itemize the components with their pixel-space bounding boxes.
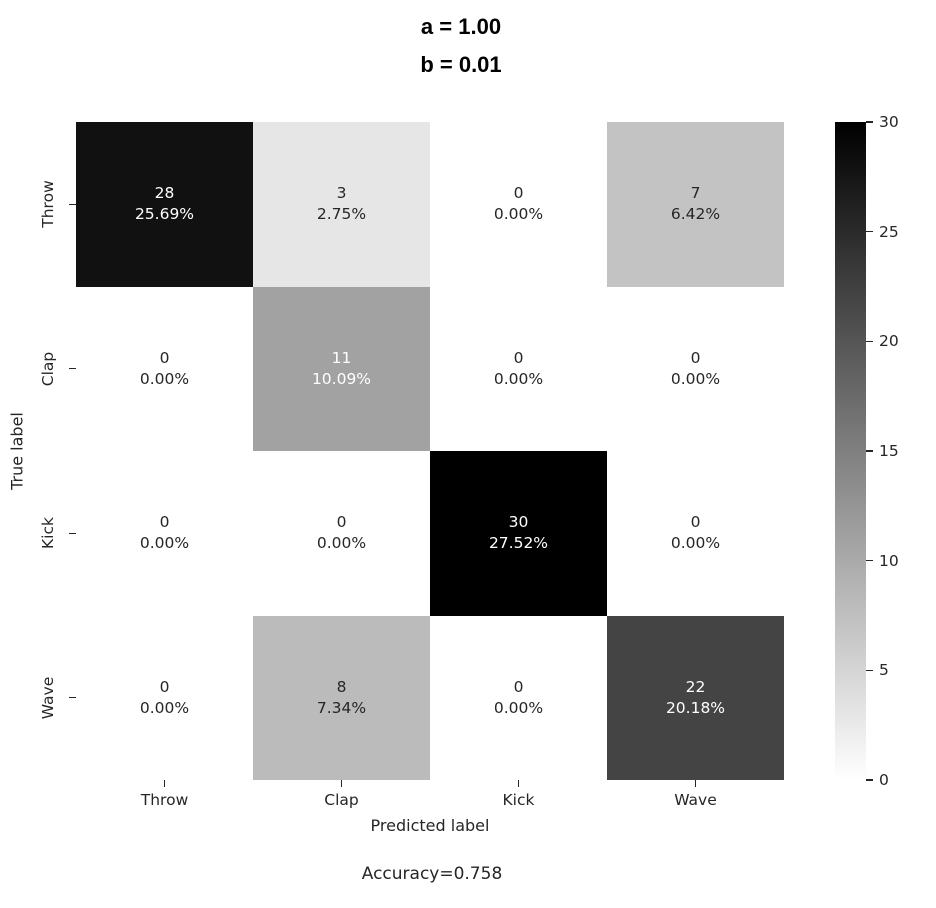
cell-percent: 0.00% xyxy=(139,698,190,717)
cell-count: 30 xyxy=(508,513,529,532)
cell-clap-throw: 0 0.00% xyxy=(76,286,253,451)
y-tick-label-wave: Wave xyxy=(39,676,57,720)
cell-kick-wave: 0 0.00% xyxy=(607,451,784,616)
colorbar-tick-label-30: 30 xyxy=(879,113,899,131)
cell-count: 0 xyxy=(159,348,170,367)
cell-clap-wave: 0 0.00% xyxy=(607,286,784,451)
y-axis-label: True label xyxy=(7,412,27,490)
colorbar xyxy=(835,122,866,780)
cell-percent: 7.34% xyxy=(316,698,367,717)
y-tick-label-clap: Clap xyxy=(39,351,57,386)
colorbar-tick-mark xyxy=(866,230,873,233)
cell-count: 0 xyxy=(513,677,524,696)
x-tick-mark xyxy=(517,780,520,787)
cell-percent: 6.42% xyxy=(670,205,721,224)
cell-percent: 0.00% xyxy=(493,698,544,717)
cell-count: 7 xyxy=(690,184,701,203)
chart-title-line-a: a = 1.00 xyxy=(420,14,502,39)
cell-count: 0 xyxy=(690,513,701,532)
cell-count: 22 xyxy=(685,677,706,696)
x-tick-mark xyxy=(694,780,697,787)
cell-wave-kick: 0 0.00% xyxy=(430,615,607,780)
cell-percent: 0.00% xyxy=(493,205,544,224)
x-tick-label-throw: Throw xyxy=(140,791,189,809)
y-tick-label-throw: Throw xyxy=(39,180,57,228)
cell-percent: 0.00% xyxy=(493,369,544,388)
cell-clap-clap: 11 10.09% xyxy=(253,286,430,451)
cell-throw-wave: 7 6.42% xyxy=(607,122,784,287)
x-tick-mark xyxy=(163,780,166,787)
cell-percent: 0.00% xyxy=(670,369,721,388)
colorbar-tick-mark xyxy=(866,779,873,781)
cell-percent: 20.18% xyxy=(665,698,726,717)
cell-throw-throw: 28 25.69% xyxy=(76,122,253,287)
chart-title: a = 1.00 b = 0.01 xyxy=(0,8,922,84)
colorbar-tick-mark xyxy=(866,450,873,452)
y-tick-mark xyxy=(69,203,76,205)
cell-count: 8 xyxy=(336,677,347,696)
cell-percent: 0.00% xyxy=(139,369,190,388)
x-tick-mark xyxy=(340,780,343,787)
cell-wave-throw: 0 0.00% xyxy=(76,615,253,780)
heatmap-grid: 28 25.69% 3 2.75% 0 0.00% 7 6.42% 0 0.00% 11 10.09%… xyxy=(76,122,784,780)
cell-kick-clap: 0 0.00% xyxy=(253,451,430,616)
cell-count: 0 xyxy=(690,348,701,367)
cell-percent: 10.09% xyxy=(311,369,372,388)
cell-count: 0 xyxy=(336,513,347,532)
y-tick-mark xyxy=(69,368,76,370)
cell-kick-throw: 0 0.00% xyxy=(76,451,253,616)
y-tick-label-kick: Kick xyxy=(39,517,57,550)
cell-count: 0 xyxy=(159,677,170,696)
x-axis-label: Predicted label xyxy=(370,816,490,835)
cell-percent: 0.00% xyxy=(316,534,367,553)
colorbar-tick-mark xyxy=(866,669,873,672)
cell-clap-kick: 0 0.00% xyxy=(430,286,607,451)
cell-percent: 2.75% xyxy=(316,205,367,224)
cell-wave-wave: 22 20.18% xyxy=(607,615,784,780)
colorbar-tick-label-20: 20 xyxy=(879,332,899,351)
cell-count: 11 xyxy=(331,348,352,367)
cell-count: 3 xyxy=(336,184,347,203)
colorbar-tick-mark xyxy=(866,340,873,343)
cell-count: 0 xyxy=(159,513,170,532)
colorbar-tick-label-10: 10 xyxy=(879,551,899,570)
colorbar-tick-label-0: 0 xyxy=(879,771,889,789)
colorbar-tick-label-15: 15 xyxy=(879,442,899,460)
x-tick-label-clap: Clap xyxy=(324,791,359,809)
y-tick-mark xyxy=(69,697,76,699)
chart-title-line-b: b = 0.01 xyxy=(420,52,502,77)
cell-percent: 25.69% xyxy=(134,205,195,224)
cell-count: 28 xyxy=(154,184,175,203)
x-tick-label-wave: Wave xyxy=(674,791,717,809)
cell-count: 0 xyxy=(513,184,524,203)
colorbar-tick-mark xyxy=(866,559,873,562)
cell-percent: 27.52% xyxy=(488,534,549,553)
colorbar-tick-label-25: 25 xyxy=(879,222,899,241)
cell-wave-clap: 8 7.34% xyxy=(253,615,430,780)
cell-kick-kick: 30 27.52% xyxy=(430,451,607,616)
accuracy-annotation: Accuracy=0.758 xyxy=(361,864,503,884)
cell-percent: 0.00% xyxy=(139,534,190,553)
cell-count: 0 xyxy=(513,348,524,367)
colorbar-tick-label-5: 5 xyxy=(879,661,889,680)
cell-throw-clap: 3 2.75% xyxy=(253,122,430,287)
x-tick-label-kick: Kick xyxy=(502,791,535,809)
colorbar-tick-mark xyxy=(866,121,873,123)
cell-throw-kick: 0 0.00% xyxy=(430,122,607,287)
y-tick-mark xyxy=(69,532,76,534)
cell-percent: 0.00% xyxy=(670,534,721,553)
